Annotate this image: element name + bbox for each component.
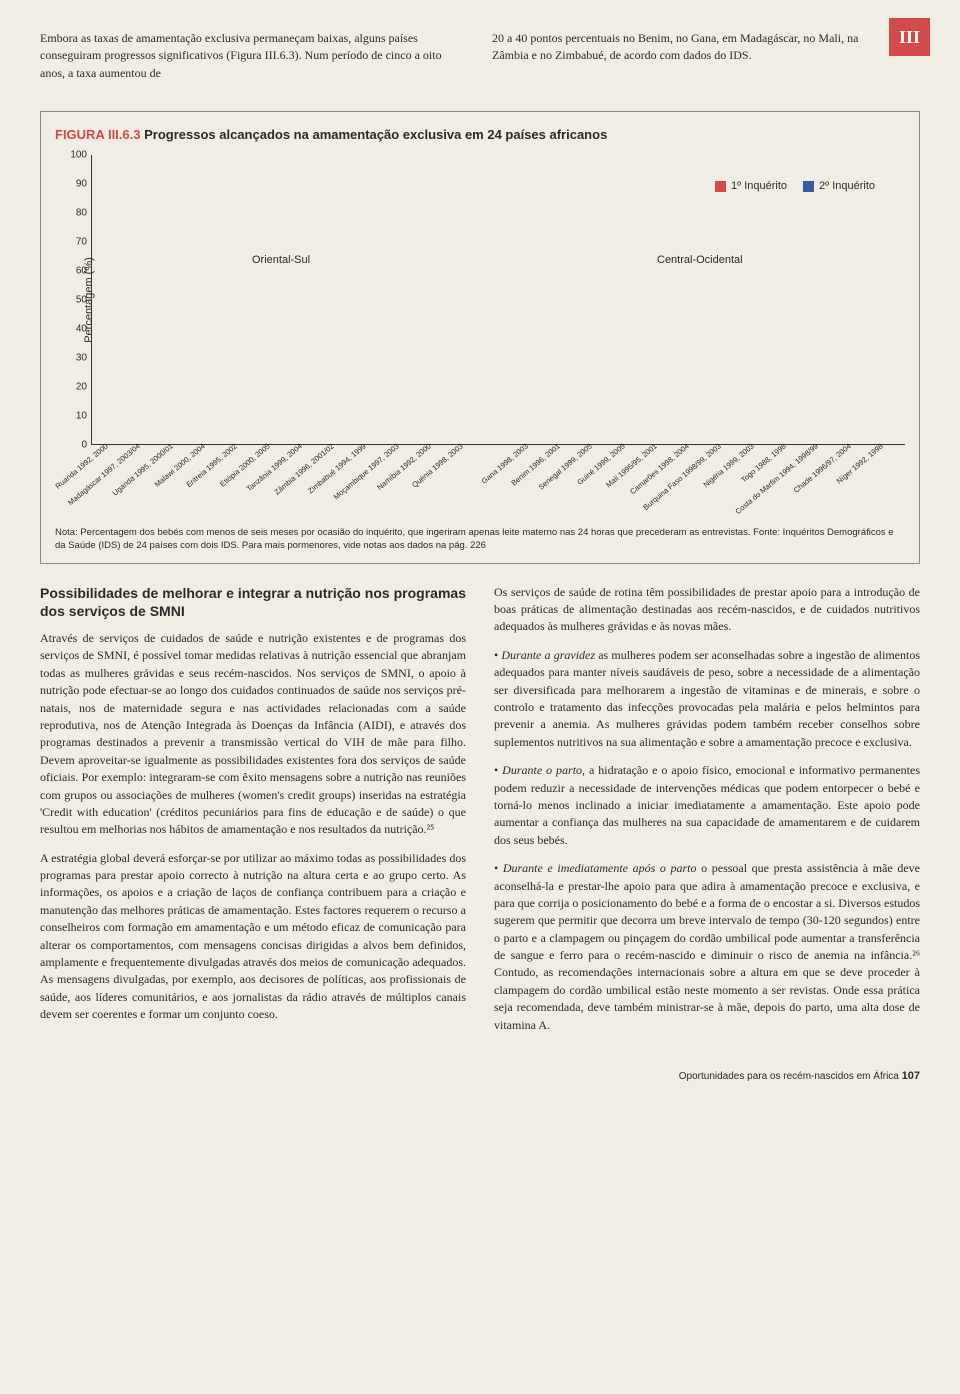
figure-note: Nota: Percentagem dos bebés com menos de… (55, 527, 905, 553)
chapter-badge: III (889, 18, 930, 56)
body-paragraph: Através de serviços de cuidados de saúde… (40, 630, 466, 839)
figure-container: FIGURA III.6.3 Progressos alcançados na … (40, 111, 920, 563)
bar-chart: Percentagem (%) 0102030405060708090100 1… (91, 155, 905, 445)
body-paragraph: Os serviços de saúde de rotina têm possi… (494, 584, 920, 636)
section-heading: Possibilidades de melhorar e integrar a … (40, 584, 466, 620)
body-paragraph: A estratégia global deverá esforçar-se p… (40, 850, 466, 1024)
intro-right: 20 a 40 pontos percentuais no Benim, no … (492, 30, 920, 65)
list-item: Durante a gravidez as mulheres podem ser… (494, 647, 920, 751)
list-item: Durante e imediatamente após o parto o p… (494, 860, 920, 1034)
intro-left: Embora as taxas de amamentação exclusiva… (40, 30, 468, 82)
page-footer: Oportunidades para os recém-nascidos em … (40, 1069, 920, 1085)
list-item: Durante o parto, a hidratação e o apoio … (494, 762, 920, 849)
figure-title: Progressos alcançados na amamentação exc… (144, 127, 607, 142)
figure-label: FIGURA III.6.3 (55, 127, 140, 142)
